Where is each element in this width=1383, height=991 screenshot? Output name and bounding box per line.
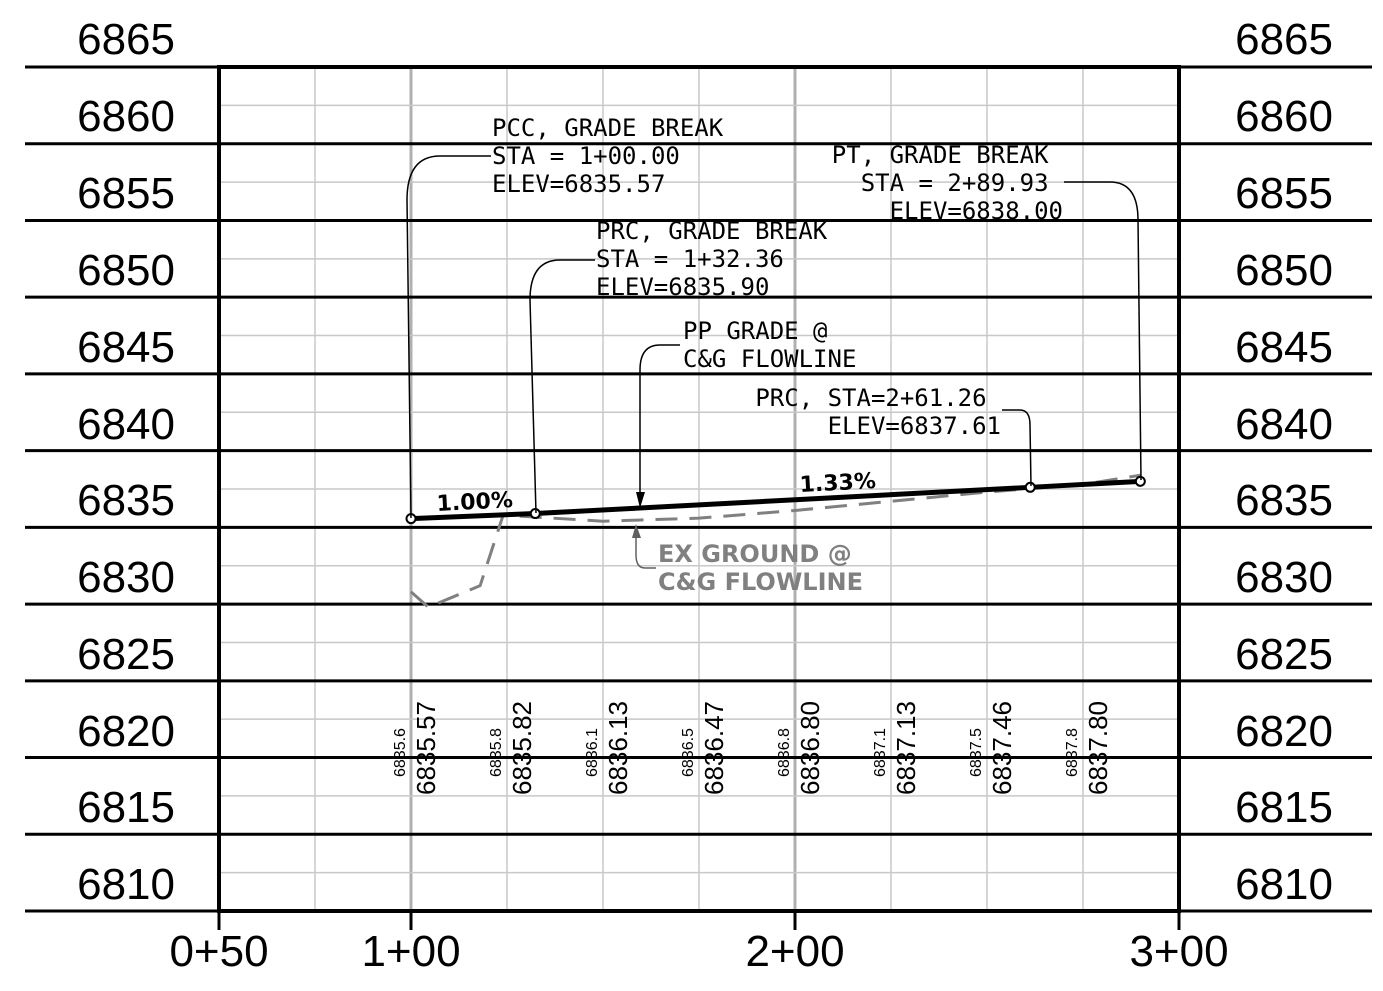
station-label: 3+00 bbox=[1129, 927, 1228, 976]
station-label: 0+50 bbox=[169, 927, 268, 976]
elev-label-right: 6845 bbox=[1235, 323, 1333, 372]
elev-label-right: 6835 bbox=[1235, 476, 1333, 525]
elev-label-left: 6840 bbox=[77, 400, 175, 449]
elev-label-right: 6865 bbox=[1235, 15, 1333, 64]
proposed-grade-profile bbox=[410, 478, 1141, 522]
elev-label-right: 6855 bbox=[1235, 169, 1333, 218]
elev-label-left: 6820 bbox=[77, 707, 175, 756]
pp-grade-leader bbox=[639, 344, 680, 500]
elev-label-right: 6860 bbox=[1235, 92, 1333, 141]
pcc-leader bbox=[406, 155, 491, 519]
finished-elevation: 6837.13 bbox=[891, 701, 921, 795]
elev-label-left: 6825 bbox=[77, 630, 175, 679]
prc1-leader bbox=[529, 259, 595, 514]
elev-label-right: 6830 bbox=[1235, 553, 1333, 602]
pcc-annotation: PCC, GRADE BREAK STA = 1+00.00 ELEV=6835… bbox=[492, 114, 738, 198]
elev-label-right: 6825 bbox=[1235, 630, 1333, 679]
finished-elevation: 6837.80 bbox=[1083, 701, 1113, 795]
prc2-leader bbox=[1002, 409, 1032, 487]
finished-elevation: 6835.82 bbox=[507, 701, 537, 795]
elev-label-left: 6815 bbox=[77, 783, 175, 832]
ex-ground-leader bbox=[635, 528, 656, 569]
pp-grade-arrowhead bbox=[636, 492, 645, 508]
elev-label-right: 6850 bbox=[1235, 246, 1333, 295]
existing-elevation: 6837.5 bbox=[968, 728, 985, 777]
finished-elevation: 6835.57 bbox=[411, 701, 441, 795]
elev-label-left: 6845 bbox=[77, 323, 175, 372]
profile-frame bbox=[217, 65, 1181, 913]
prc1-annotation: PRC, GRADE BREAK STA = 1+32.36 ELEV=6835… bbox=[596, 217, 842, 301]
elev-label-right: 6815 bbox=[1235, 783, 1333, 832]
station-label: 2+00 bbox=[745, 927, 844, 976]
elev-label-left: 6830 bbox=[77, 553, 175, 602]
finished-elevation: 6836.80 bbox=[795, 701, 825, 795]
finished-elevation: 6836.47 bbox=[699, 701, 729, 795]
prc2-annotation: PRC, STA=2+61.26 ELEV=6837.61 bbox=[755, 384, 1001, 440]
elevation-labels-left: 6865 6860 6855 6850 6845 6840 6835 6830 … bbox=[77, 15, 175, 909]
ex-ground-arrowhead bbox=[632, 524, 641, 538]
elevation-tick-lines bbox=[25, 65, 1372, 913]
existing-elevation: 6837.8 bbox=[1064, 728, 1081, 777]
existing-elevation: 6837.1 bbox=[872, 728, 889, 777]
existing-elevation: 6836.5 bbox=[680, 728, 697, 777]
elev-label-left: 6865 bbox=[77, 15, 175, 64]
existing-ground-profile bbox=[410, 473, 1141, 609]
ex-ground-annotation: EX GROUND @ C&G FLOWLINE bbox=[658, 540, 863, 596]
grade-label-first: 1.00% bbox=[436, 488, 514, 517]
existing-elevation: 6835.8 bbox=[488, 728, 505, 777]
existing-elevation: 6836.1 bbox=[584, 728, 601, 777]
elev-label-left: 6850 bbox=[77, 246, 175, 295]
grade-label-second: 1.33% bbox=[799, 469, 877, 498]
existing-elevation: 6836.8 bbox=[776, 728, 793, 777]
finished-elevation: 6836.13 bbox=[603, 701, 633, 795]
elev-label-left: 6860 bbox=[77, 92, 175, 141]
pt-annotation: PT, GRADE BREAK STA = 2+89.93 ELEV=6838.… bbox=[832, 141, 1063, 225]
station-label: 1+00 bbox=[361, 927, 460, 976]
pt-leader bbox=[1064, 181, 1142, 481]
elev-label-right: 6810 bbox=[1235, 860, 1333, 909]
horizontal-grid-lines bbox=[219, 104, 1179, 874]
elev-label-left: 6810 bbox=[77, 860, 175, 909]
elev-label-left: 6835 bbox=[77, 476, 175, 525]
elev-label-right: 6840 bbox=[1235, 400, 1333, 449]
elev-label-left: 6855 bbox=[77, 169, 175, 218]
finished-elevation: 6837.46 bbox=[987, 701, 1017, 795]
elevation-labels-right: 6865 6860 6855 6850 6845 6840 6835 6830 … bbox=[1235, 15, 1333, 909]
station-labels: 0+50 1+00 2+00 3+00 bbox=[169, 927, 1228, 976]
pp-grade-annotation: PP GRADE @ C&G FLOWLINE bbox=[683, 317, 856, 373]
elev-label-right: 6820 bbox=[1235, 707, 1333, 756]
elevation-table: 6835.6 6835.57 6835.8 6835.82 6836.1 683… bbox=[392, 701, 1113, 795]
existing-elevation: 6835.6 bbox=[392, 728, 409, 777]
station-ticks bbox=[217, 911, 1181, 930]
